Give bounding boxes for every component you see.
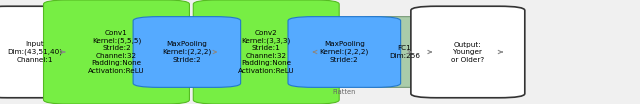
Text: FC1
Dim:256: FC1 Dim:256 [389, 45, 420, 59]
FancyBboxPatch shape [133, 17, 241, 87]
FancyBboxPatch shape [288, 17, 401, 87]
Text: Input
Dim:(43,51,40)
Channel:1: Input Dim:(43,51,40) Channel:1 [7, 41, 62, 63]
Text: Conv1
Kernel:(5,5,5)
Stride:2
Channel:32
Padding:None
Activation:ReLU: Conv1 Kernel:(5,5,5) Stride:2 Channel:32… [88, 30, 145, 74]
FancyBboxPatch shape [0, 6, 88, 98]
Text: Flatten: Flatten [333, 89, 356, 95]
FancyBboxPatch shape [356, 17, 453, 87]
FancyBboxPatch shape [411, 6, 525, 98]
FancyBboxPatch shape [44, 0, 189, 104]
Text: Output:
Younger
or Older?: Output: Younger or Older? [451, 41, 484, 63]
Text: MaxPooling
Kernel:(2,2,2)
Stride:2: MaxPooling Kernel:(2,2,2) Stride:2 [163, 41, 211, 63]
Text: MaxPooling
Kernel:(2,2,2)
Stride:2: MaxPooling Kernel:(2,2,2) Stride:2 [320, 41, 369, 63]
Text: Conv2
Kernel:(3,3,3)
Stride:1
Channel:32
Padding:None
Activation:ReLU: Conv2 Kernel:(3,3,3) Stride:1 Channel:32… [238, 30, 294, 74]
FancyBboxPatch shape [193, 0, 339, 104]
